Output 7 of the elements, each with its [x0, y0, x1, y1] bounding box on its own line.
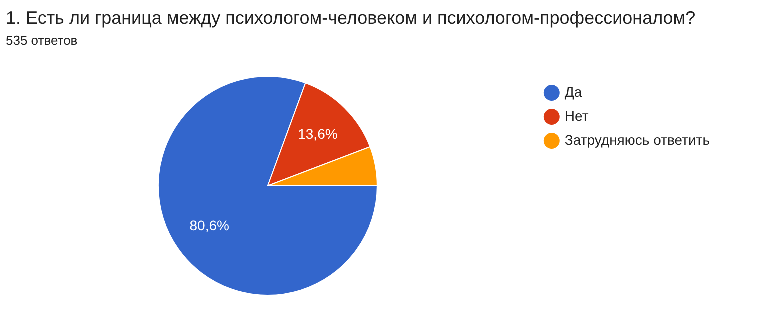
- chart-title: 1. Есть ли граница между психологом-человеком и психологом-профессионалом?: [6, 8, 696, 29]
- text: 535 ответов: [6, 33, 78, 48]
- legend-label: Затрудняюсь ответить: [564, 132, 710, 148]
- legend-label: Да: [564, 84, 582, 100]
- data-label: 80,6%: [190, 218, 230, 234]
- legend-label: Нет: [564, 108, 590, 124]
- data-label: 13,6%: [298, 126, 338, 142]
